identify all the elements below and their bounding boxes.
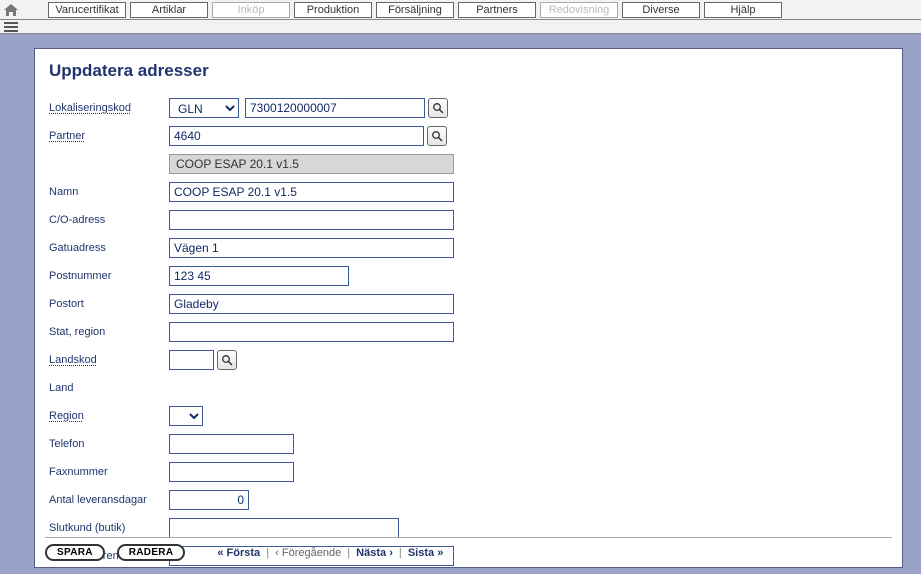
footer: SPARA RADERA « Första | ‹ Föregående | N… [45, 537, 892, 561]
input-telefon[interactable] [169, 434, 294, 454]
input-stat[interactable] [169, 322, 454, 342]
select-region[interactable] [169, 406, 203, 426]
label-namn: Namn [49, 186, 169, 198]
tab-varucertifikat[interactable]: Varucertifikat [48, 2, 126, 18]
label-landskod: Landskod [49, 354, 169, 366]
label-postnr: Postnummer [49, 270, 169, 282]
input-postort[interactable] [169, 294, 454, 314]
nav-next[interactable]: Nästa › [356, 547, 393, 559]
tab-diverse[interactable]: Diverse [622, 2, 700, 18]
input-namn[interactable] [169, 182, 454, 202]
label-telefon: Telefon [49, 438, 169, 450]
input-gata[interactable] [169, 238, 454, 258]
label-co: C/O-adress [49, 214, 169, 226]
input-levdagar[interactable] [169, 490, 249, 510]
top-menu-bar: Varucertifikat Artiklar Inköp Produktion… [0, 0, 921, 20]
input-fax[interactable] [169, 462, 294, 482]
delete-button[interactable]: RADERA [117, 544, 186, 561]
label-postort: Postort [49, 298, 169, 310]
tab-redovisning: Redovisning [540, 2, 618, 18]
input-landskod[interactable] [169, 350, 214, 370]
label-partner: Partner [49, 130, 169, 142]
label-fax: Faxnummer [49, 466, 169, 478]
search-gln-button[interactable] [428, 98, 448, 118]
label-region: Region [49, 410, 169, 422]
nav-last[interactable]: Sista » [408, 547, 443, 559]
input-co[interactable] [169, 210, 454, 230]
label-gata: Gatuadress [49, 242, 169, 254]
input-gln-code[interactable] [245, 98, 425, 118]
partner-name-display: COOP ESAP 20.1 v1.5 [169, 154, 454, 174]
tab-forsaljning[interactable]: Försäljning [376, 2, 454, 18]
search-landskod-button[interactable] [217, 350, 237, 370]
label-land: Land [49, 382, 169, 394]
tab-hjalp[interactable]: Hjälp [704, 2, 782, 18]
list-icon[interactable] [4, 22, 18, 32]
page-panel: Uppdatera adresser Lokaliseringskod GLN … [34, 48, 903, 568]
search-partner-button[interactable] [427, 126, 447, 146]
record-nav: « Första | ‹ Föregående | Nästa › | Sist… [217, 547, 443, 559]
page-title: Uppdatera adresser [49, 61, 888, 81]
nav-first[interactable]: « Första [217, 547, 260, 559]
tab-artiklar[interactable]: Artiklar [130, 2, 208, 18]
input-partner[interactable] [169, 126, 424, 146]
toolbar-strip [0, 20, 921, 34]
tab-inkop: Inköp [212, 2, 290, 18]
tab-produktion[interactable]: Produktion [294, 2, 372, 18]
label-lokaliseringskod: Lokaliseringskod [49, 102, 169, 114]
input-postnr[interactable] [169, 266, 349, 286]
input-land [169, 378, 454, 398]
nav-prev: ‹ Föregående [275, 547, 341, 559]
label-levdagar: Antal leveransdagar [49, 494, 169, 506]
save-button[interactable]: SPARA [45, 544, 105, 561]
label-slutkund: Slutkund (butik) [49, 522, 169, 534]
select-lokaliseringskod[interactable]: GLN [169, 98, 239, 118]
input-slutkund[interactable] [169, 518, 399, 538]
home-icon[interactable] [2, 2, 20, 18]
tab-partners[interactable]: Partners [458, 2, 536, 18]
label-stat: Stat, region [49, 326, 169, 338]
